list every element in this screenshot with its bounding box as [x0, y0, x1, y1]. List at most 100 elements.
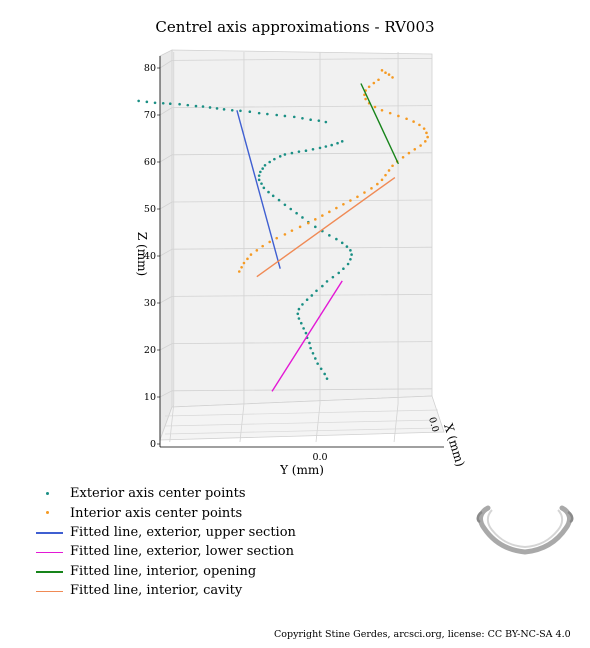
data-point — [387, 169, 391, 172]
data-point — [373, 105, 377, 109]
data-point — [292, 115, 296, 119]
data-point — [242, 261, 246, 265]
data-point — [194, 104, 198, 108]
data-point — [349, 257, 352, 261]
data-point — [319, 367, 323, 371]
grid-line-floor — [169, 403, 175, 443]
data-point — [208, 106, 212, 109]
data-point — [407, 151, 411, 155]
legend-label: Fitted line, exterior, lower section — [70, 544, 294, 560]
legend-item-exterior-points: Exterior axis center points — [36, 484, 356, 503]
data-point — [405, 117, 408, 121]
data-point — [321, 284, 324, 288]
fitted-line — [271, 280, 343, 392]
legend-line-exterior-upper — [36, 526, 64, 538]
grid — [159, 52, 439, 443]
data-point — [307, 221, 310, 225]
grid-line-floor — [239, 403, 245, 443]
z-axis-ticks: 0 10 20 30 40 50 60 70 80 — [144, 63, 160, 450]
grid-line-side — [159, 60, 173, 69]
legend-item-interior-opening: Fitted line, interior, opening — [36, 562, 356, 581]
legend-label: Fitted line, interior, opening — [70, 563, 257, 579]
data-point — [297, 307, 301, 311]
data-point — [342, 267, 345, 270]
grid-line-side — [159, 296, 173, 304]
data-point — [263, 163, 267, 167]
data-point — [328, 234, 331, 237]
data-point — [324, 145, 328, 148]
data-point — [215, 107, 219, 110]
data-point — [283, 153, 287, 156]
data-point — [424, 140, 427, 143]
data-point — [314, 225, 317, 229]
data-point — [296, 312, 300, 316]
data-point — [295, 211, 298, 215]
data-point — [277, 198, 281, 202]
data-point — [335, 237, 338, 241]
fitted-line — [360, 83, 400, 165]
legend-item-interior-cavity: Fitted line, interior, cavity — [36, 581, 356, 600]
data-point — [310, 294, 314, 297]
grid-line-side — [159, 107, 173, 116]
data-point — [314, 357, 317, 360]
data-point — [257, 174, 261, 177]
data-point — [380, 109, 384, 112]
data-point — [301, 216, 304, 219]
data-point — [413, 148, 417, 151]
grid-line-side — [159, 154, 173, 163]
data-point — [297, 317, 301, 320]
data-point — [345, 245, 349, 248]
data-point — [297, 150, 301, 153]
z-axis-tick-label: 80 — [144, 63, 156, 74]
data-point — [186, 103, 190, 107]
legend-label: Fitted line, interior, cavity — [70, 583, 243, 599]
z-axis-tick-label: 50 — [144, 204, 156, 215]
data-point — [311, 351, 315, 355]
data-point — [145, 100, 149, 104]
grid-line-floor — [315, 403, 321, 443]
z-axis-label: Z (mm) — [135, 232, 149, 276]
data-point — [230, 109, 234, 112]
data-point — [314, 218, 317, 221]
data-point — [268, 160, 271, 164]
data-point — [153, 101, 157, 105]
data-point — [377, 78, 380, 82]
data-point — [237, 270, 241, 273]
data-point — [325, 280, 329, 283]
data-point — [239, 109, 242, 113]
grid-line-floor-depth — [164, 427, 439, 435]
fitted-line — [256, 176, 396, 278]
data-point — [324, 120, 328, 124]
data-point — [301, 116, 304, 120]
data-point — [363, 191, 366, 194]
data-point — [290, 229, 294, 232]
data-point — [418, 123, 421, 127]
data-point — [275, 113, 279, 117]
data-point — [271, 194, 275, 198]
data-point — [336, 141, 339, 145]
data-point — [340, 241, 344, 245]
data-point — [268, 240, 271, 244]
data-point — [363, 93, 366, 97]
data-point — [321, 214, 324, 217]
data-point — [309, 118, 312, 121]
data-point — [397, 114, 400, 118]
legend-line-interior-cavity — [36, 585, 64, 597]
data-point — [391, 164, 394, 168]
grid-line-side — [159, 201, 173, 210]
z-axis-tick-label: 60 — [144, 157, 156, 168]
data-point — [248, 110, 252, 114]
data-point — [304, 331, 308, 335]
data-point — [308, 341, 311, 345]
data-point — [302, 327, 305, 330]
data-point — [273, 157, 276, 161]
y-axis-tick-0: 0.0 — [312, 452, 327, 463]
z-axis-tick-label: 0 — [150, 439, 156, 450]
data-point — [298, 225, 302, 229]
data-point — [425, 131, 428, 135]
copyright-notice: Copyright Stine Gerdes, arcsci.org, lice… — [274, 629, 571, 640]
data-point — [178, 102, 181, 106]
data-point — [301, 303, 304, 306]
data-point — [331, 275, 335, 279]
